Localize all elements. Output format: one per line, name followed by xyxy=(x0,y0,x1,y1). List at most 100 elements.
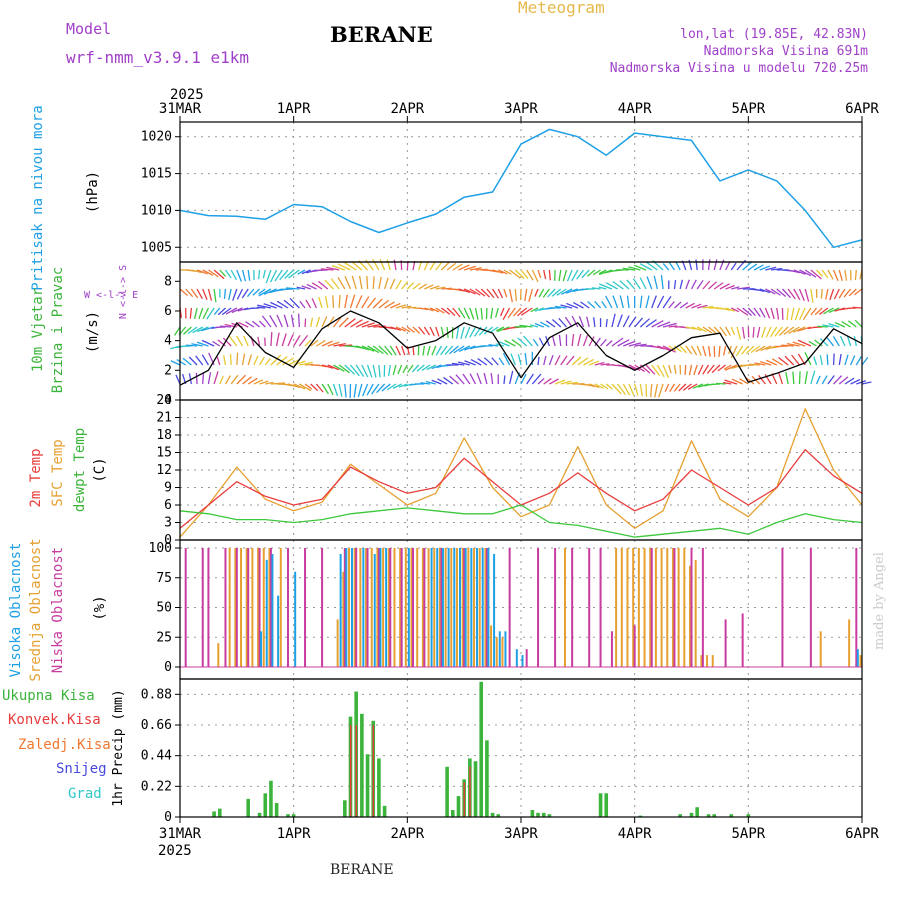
wind-arrow xyxy=(818,307,829,315)
wind-arrow xyxy=(537,356,540,366)
wind-arrow xyxy=(457,307,466,319)
wind-arrow xyxy=(551,288,562,297)
wind-arrow xyxy=(435,345,443,356)
wind-arrow xyxy=(813,356,818,366)
wind-arrow xyxy=(844,377,855,385)
location-coords: lon,lat (19.85E, 42.83N) xyxy=(680,27,868,42)
wind-arrow xyxy=(848,288,857,297)
wind-arrow xyxy=(326,266,340,271)
wind-arrow xyxy=(321,316,328,328)
wind-arrow xyxy=(560,355,568,366)
wind-compass-vertical: N <-l-> S xyxy=(118,265,129,319)
wind-arrow xyxy=(299,383,312,392)
wind-arrow xyxy=(765,359,778,366)
temp-dewpt-label: dewpt Temp xyxy=(72,428,88,512)
wind-arrow xyxy=(747,263,758,271)
wind-arrow xyxy=(696,326,707,333)
wind-arrow xyxy=(253,379,264,385)
wind-arrow xyxy=(202,372,205,385)
wind-arrow xyxy=(462,373,471,385)
wind-arrow xyxy=(684,364,687,375)
wind-arrow xyxy=(669,383,676,392)
wind-arrow xyxy=(412,326,421,334)
wind-arrow xyxy=(242,376,252,385)
wind-arrow xyxy=(495,307,499,318)
wind-arrow xyxy=(586,269,596,277)
wind-arrow xyxy=(725,284,735,290)
wind-arrow xyxy=(418,283,428,290)
wind-arrow xyxy=(213,307,221,315)
wind-arrow xyxy=(651,320,664,328)
wind-arrow xyxy=(861,356,869,366)
wind-arrow xyxy=(338,317,349,328)
wind-arrow xyxy=(332,295,335,309)
ytick-label-pressure: 1015 xyxy=(141,167,172,182)
wind-arrow xyxy=(301,269,311,275)
wind-arrow xyxy=(827,269,834,280)
wind-arrow xyxy=(776,307,780,320)
wind-arrow xyxy=(571,356,582,366)
wind-arrow xyxy=(258,320,266,328)
wind-arrow xyxy=(265,381,274,385)
precip-conv-bar xyxy=(349,725,352,817)
wind-arrow xyxy=(549,378,559,385)
wind-arrow xyxy=(223,288,227,299)
wind-arrow xyxy=(269,269,278,283)
wind-arrow xyxy=(338,383,343,397)
precip-total-bar xyxy=(496,814,501,817)
wind-arrow xyxy=(256,306,266,309)
wind-arrow xyxy=(431,364,442,370)
wind-arrow xyxy=(406,282,415,290)
wind-arrow xyxy=(654,383,659,398)
wind-arrow xyxy=(645,383,648,397)
wind-arrow xyxy=(402,364,408,374)
wind-arrow xyxy=(241,288,249,299)
wind-arrow xyxy=(702,326,713,334)
wind-arrow xyxy=(243,335,249,347)
wind-arrow xyxy=(429,326,435,337)
wind-arrow xyxy=(531,373,542,385)
ytick-label-wind: 0 xyxy=(164,393,172,408)
wind-arrow xyxy=(690,345,698,356)
wind-arrow xyxy=(170,360,181,366)
wind-arrow xyxy=(274,269,283,282)
wind-arrow xyxy=(231,307,243,314)
precip-total-bar xyxy=(598,793,603,817)
wind-arrow xyxy=(706,364,715,374)
precip-total-bar xyxy=(490,812,495,817)
wind-arrow xyxy=(828,307,840,314)
wind-arrow xyxy=(787,269,801,274)
wind-arrow xyxy=(611,337,624,347)
wind-arrow xyxy=(457,361,471,366)
wind-arrow xyxy=(269,314,278,328)
cloud-low-label: Niska Oblacnost xyxy=(50,547,66,673)
wind-arrow xyxy=(478,326,488,336)
wind-arrow xyxy=(687,383,698,390)
wind-arrow xyxy=(565,288,579,294)
wind-arrow xyxy=(435,286,446,290)
ytick-label-temp: 15 xyxy=(156,446,172,461)
model-label: Model xyxy=(66,20,112,38)
wind-arrow xyxy=(756,326,761,338)
wind-arrow xyxy=(179,288,188,297)
wind-arrow xyxy=(702,305,714,309)
wind-arrow xyxy=(739,378,749,385)
wind-arrow xyxy=(310,339,319,347)
model-name: wrf-nmm_v3.9.1 e1km xyxy=(66,48,250,67)
wind-arrow xyxy=(852,306,863,309)
wind-arrow xyxy=(230,374,239,385)
wind-arrow xyxy=(628,364,641,372)
wind-arrow xyxy=(707,259,711,271)
wind-arrow xyxy=(770,288,781,296)
cloud-unit: (%) xyxy=(92,595,108,620)
wind-arrow xyxy=(781,288,791,299)
wind-arrow xyxy=(715,382,726,385)
wind-arrow xyxy=(548,355,554,366)
wind-arrow xyxy=(332,316,342,328)
footer-station: BERANE xyxy=(330,862,394,878)
wind-arrow xyxy=(588,336,595,347)
ytick-label-precip: 0.44 xyxy=(141,749,172,764)
wind-arrow xyxy=(183,326,192,335)
wind-arrow xyxy=(195,372,198,385)
wind-arrow xyxy=(395,326,406,332)
